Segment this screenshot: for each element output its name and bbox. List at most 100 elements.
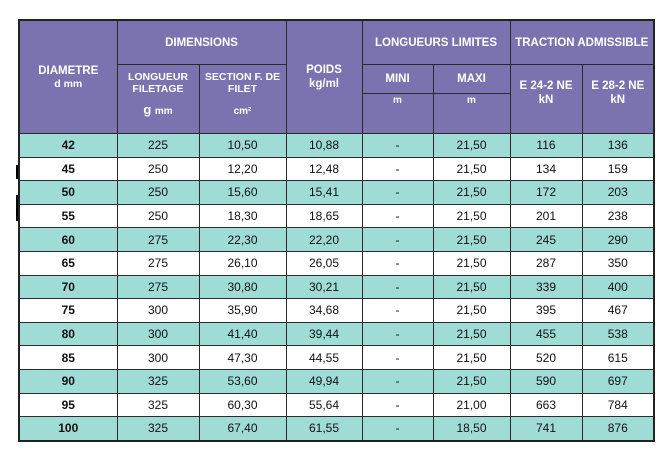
header-longueur-filetage-label: LONGUEUR FILETAGE bbox=[127, 71, 189, 95]
page-edge-marks bbox=[16, 165, 20, 235]
header-maxi: MAXI bbox=[432, 64, 511, 94]
header-poids-label: POIDS bbox=[306, 64, 342, 76]
table-row: 95 325 60,30 55,64-21,00 663 784 bbox=[18, 392, 655, 418]
cell-mini: - bbox=[361, 416, 434, 442]
cell-traction-e28: 697 bbox=[581, 368, 655, 394]
cell-maxi: 21,50 bbox=[432, 203, 511, 229]
cell-traction-e28: 159 bbox=[581, 156, 655, 182]
header-diametre-label: DIAMETRE bbox=[38, 65, 99, 77]
cell-poids: 55,64 bbox=[285, 392, 363, 418]
header-poids: POIDS kg/ml bbox=[285, 19, 363, 134]
cell-longueur-filetage: 250 bbox=[116, 180, 200, 205]
cell-diametre: 90 bbox=[18, 368, 118, 394]
cell-traction-e24: 455 bbox=[509, 321, 583, 347]
cell-poids: 12,48 bbox=[285, 156, 363, 182]
cell-traction-e28: 136 bbox=[581, 133, 655, 158]
cell-maxi: 21,50 bbox=[432, 274, 511, 300]
table-row: 80 300 41,40 39,44-21,50 455 538 bbox=[18, 321, 655, 347]
cell-traction-e28: 290 bbox=[581, 227, 655, 252]
cell-maxi: 21,50 bbox=[432, 298, 511, 323]
cell-mini: - bbox=[361, 392, 434, 418]
header-diametre-unit: d mm bbox=[54, 78, 83, 90]
table-row: 100 325 67,40 61,55-18,50 741 876 bbox=[18, 416, 655, 442]
header-e28-unit: kN bbox=[610, 94, 626, 106]
table-row: 70 275 30,80 30,21-21,50 339 400 bbox=[18, 274, 655, 300]
cell-diametre: 100 bbox=[18, 416, 118, 442]
cell-section-filet: 47,30 bbox=[198, 345, 287, 370]
header-longueur-filetage-unit-mm: mm bbox=[154, 106, 173, 117]
cell-traction-e24: 339 bbox=[509, 274, 583, 300]
cell-section-filet: 67,40 bbox=[198, 416, 287, 442]
cell-maxi: 18,50 bbox=[432, 416, 511, 442]
cell-section-filet: 30,80 bbox=[198, 274, 287, 300]
table-header: DIAMETRE d mm DIMENSIONS POIDS kg/ml LON… bbox=[18, 19, 655, 134]
cell-poids: 39,44 bbox=[285, 321, 363, 347]
cell-longueur-filetage: 225 bbox=[116, 133, 200, 158]
cell-diametre: 75 bbox=[18, 298, 118, 323]
header-mini-unit: m bbox=[361, 93, 434, 134]
cell-mini: - bbox=[361, 250, 434, 276]
cell-maxi: 21,50 bbox=[432, 321, 511, 347]
cell-longueur-filetage: 275 bbox=[116, 250, 200, 276]
table-row: 90 325 53,60 49,94-21,50 590 697 bbox=[18, 368, 655, 394]
header-mini: MINI bbox=[361, 64, 434, 94]
cell-mini: - bbox=[361, 180, 434, 205]
cell-poids: 15,41 bbox=[285, 180, 363, 205]
table-row: 60 275 22,30 22,20-21,50 245 290 bbox=[18, 227, 655, 252]
cell-section-filet: 35,90 bbox=[198, 298, 287, 323]
cell-section-filet: 60,30 bbox=[198, 392, 287, 418]
cell-diametre: 60 bbox=[18, 227, 118, 252]
cell-poids: 18,65 bbox=[285, 203, 363, 229]
cell-mini: - bbox=[361, 156, 434, 182]
header-longueur-filetage-unit-symbol: g bbox=[143, 102, 152, 117]
cell-section-filet: 10,50 bbox=[198, 133, 287, 158]
cell-longueur-filetage: 250 bbox=[116, 156, 200, 182]
table-row: 65 275 26,10 26,05-21,50 287 350 bbox=[18, 250, 655, 276]
cell-poids: 49,94 bbox=[285, 368, 363, 394]
cell-traction-e28: 784 bbox=[581, 392, 655, 418]
cell-traction-e24: 287 bbox=[509, 250, 583, 276]
header-longueurs-limites: LONGUEURS LIMITES bbox=[361, 19, 511, 65]
header-section-filet-label: SECTION F. DE FILET bbox=[204, 71, 281, 95]
cell-section-filet: 15,60 bbox=[198, 180, 287, 205]
cell-section-filet: 41,40 bbox=[198, 321, 287, 347]
cell-mini: - bbox=[361, 274, 434, 300]
cell-traction-e24: 520 bbox=[509, 345, 583, 370]
cell-poids: 34,68 bbox=[285, 298, 363, 323]
cell-traction-e28: 203 bbox=[581, 180, 655, 205]
cell-diametre: 80 bbox=[18, 321, 118, 347]
specification-table: DIAMETRE d mm DIMENSIONS POIDS kg/ml LON… bbox=[18, 19, 656, 442]
cell-diametre: 55 bbox=[18, 203, 118, 229]
cell-traction-e28: 615 bbox=[581, 345, 655, 370]
header-e24: E 24-2 NE kN bbox=[509, 64, 583, 134]
table-row: 75 300 35,90 34,68-21,50 395 467 bbox=[18, 298, 655, 323]
header-e24-label: E 24-2 NE bbox=[519, 80, 573, 92]
cell-maxi: 21,50 bbox=[432, 156, 511, 182]
cell-mini: - bbox=[361, 133, 434, 158]
cell-traction-e24: 134 bbox=[509, 156, 583, 182]
cell-diametre: 95 bbox=[18, 392, 118, 418]
cell-longueur-filetage: 325 bbox=[116, 416, 200, 442]
cell-traction-e24: 741 bbox=[509, 416, 583, 442]
cell-section-filet: 22,30 bbox=[198, 227, 287, 252]
table-body: 42 225 10,50 10,88-21,50 116 136 45 250 12,20 12,… bbox=[18, 133, 655, 442]
cell-diametre: 45 bbox=[18, 156, 118, 182]
cell-poids: 10,88 bbox=[285, 133, 363, 158]
cell-mini: - bbox=[361, 227, 434, 252]
table-row: 85 300 47,30 44,55-21,50 520 615 bbox=[18, 345, 655, 370]
cell-maxi: 21,50 bbox=[432, 180, 511, 205]
cell-longueur-filetage: 300 bbox=[116, 345, 200, 370]
cell-mini: - bbox=[361, 321, 434, 347]
cell-traction-e24: 245 bbox=[509, 227, 583, 252]
cell-maxi: 21,50 bbox=[432, 345, 511, 370]
cell-mini: - bbox=[361, 345, 434, 370]
cell-traction-e24: 663 bbox=[509, 392, 583, 418]
header-e24-unit: kN bbox=[538, 94, 554, 106]
header-e28-label: E 28-2 NE bbox=[591, 80, 645, 92]
table-row: 42 225 10,50 10,88-21,50 116 136 bbox=[18, 133, 655, 158]
header-maxi-unit: m bbox=[432, 93, 511, 134]
cell-traction-e28: 350 bbox=[581, 250, 655, 276]
header-e28: E 28-2 NE kN bbox=[581, 64, 655, 134]
cell-section-filet: 53,60 bbox=[198, 368, 287, 394]
cell-diametre: 70 bbox=[18, 274, 118, 300]
